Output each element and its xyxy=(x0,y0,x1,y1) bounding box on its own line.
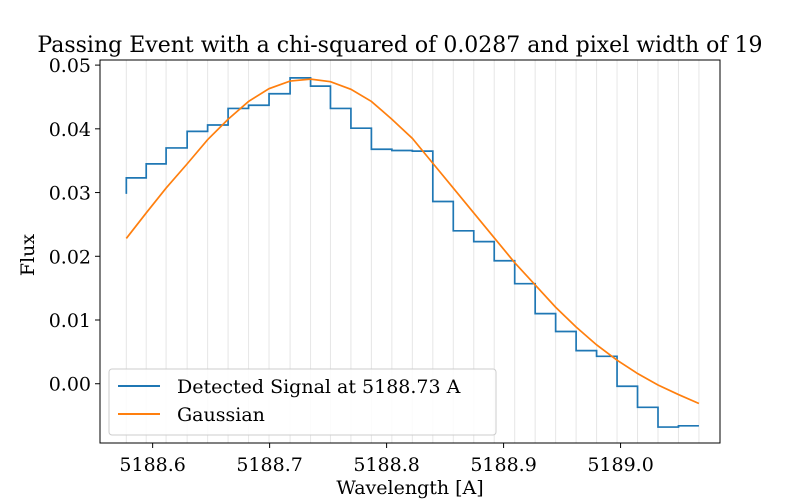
series-line-gaussian xyxy=(125,78,700,405)
axis-ticks: 5188.6 5188.7 5188.8 5188.9 5189.0 0.00 0.01 0.… xyxy=(49,55,654,476)
x-axis-label: Wavelength [A] xyxy=(336,477,483,499)
x-tick-label: 5189.0 xyxy=(587,454,653,476)
legend-label-detected-signal: Detected Signal at 5188.73 A xyxy=(177,376,461,398)
y-tick-label: 0.04 xyxy=(49,119,91,141)
plot-frame xyxy=(99,59,721,444)
x-tick-label: 5188.6 xyxy=(119,454,185,476)
y-tick-label: 0.03 xyxy=(49,183,91,205)
chart-title: Passing Event with a chi-squared of 0.02… xyxy=(37,33,762,58)
x-tick-label: 5188.7 xyxy=(236,454,302,476)
legend-box xyxy=(108,368,497,436)
y-tick-label: 0.01 xyxy=(49,310,91,332)
plot-series xyxy=(125,76,700,428)
legend: Detected Signal at 5188.73 A Gaussian xyxy=(108,368,497,436)
y-axis-label: Flux xyxy=(17,234,39,276)
y-tick-label: 0.00 xyxy=(49,374,91,396)
legend-label-gaussian: Gaussian xyxy=(177,404,265,426)
y-tick-label: 0.02 xyxy=(49,246,91,268)
series-line-detected-signal xyxy=(125,76,699,428)
x-tick-label: 5188.8 xyxy=(353,454,419,476)
y-tick-label: 0.05 xyxy=(49,55,91,77)
x-tick-label: 5188.9 xyxy=(470,454,536,476)
